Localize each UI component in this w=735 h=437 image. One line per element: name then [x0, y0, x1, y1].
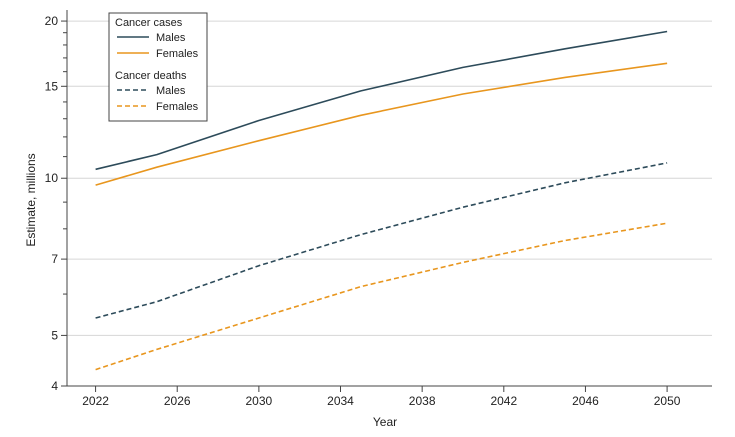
series-line-cancer-cases-males — [95, 30, 668, 171]
legend-box — [108, 12, 208, 122]
x-tick-label-2030: 2030 — [246, 394, 273, 408]
series-line-cancer-deaths-females — [95, 222, 668, 371]
series-line-cancer-cases-females — [95, 62, 668, 186]
x-tick-label-2026: 2026 — [164, 394, 191, 408]
legend-label-cancer-deaths-males: Males — [156, 85, 186, 97]
x-tick-label-2022: 2022 — [82, 394, 109, 408]
y-tick-label-15: 15 — [45, 79, 59, 93]
series-lines — [95, 30, 668, 371]
axes: 4 5 7 10 15 20 2022 2026 2030 2034 2038 2042 2046 205… — [45, 10, 712, 408]
y-tick-label-10: 10 — [45, 171, 59, 185]
x-tick-label-2038: 2038 — [409, 394, 436, 408]
legend-label-cancer-deaths-females: Females — [156, 101, 199, 113]
legend-label-cancer-cases-males: Males — [156, 32, 186, 44]
y-tick-label-20: 20 — [45, 14, 59, 28]
x-tick-label-2034: 2034 — [327, 394, 354, 408]
legend-label-cancer-cases-females: Females — [156, 48, 199, 60]
y-axis-title: Estimate, millions — [24, 153, 38, 246]
x-tick-label-2046: 2046 — [572, 394, 599, 408]
y-tick-label-4: 4 — [51, 379, 58, 393]
legend-title-cancer-cases: Cancer cases — [115, 17, 183, 29]
legend: Cancer cases Males Females Cancer deaths Mal… — [108, 12, 208, 122]
series-line-cancer-deaths-males — [95, 162, 668, 319]
y-tick-label-5: 5 — [51, 328, 58, 342]
x-tick-label-2042: 2042 — [490, 394, 517, 408]
x-tick-label-2050: 2050 — [654, 394, 681, 408]
legend-title-cancer-deaths: Cancer deaths — [115, 70, 187, 82]
y-tick-label-7: 7 — [51, 252, 58, 266]
x-axis-title: Year — [373, 415, 397, 429]
